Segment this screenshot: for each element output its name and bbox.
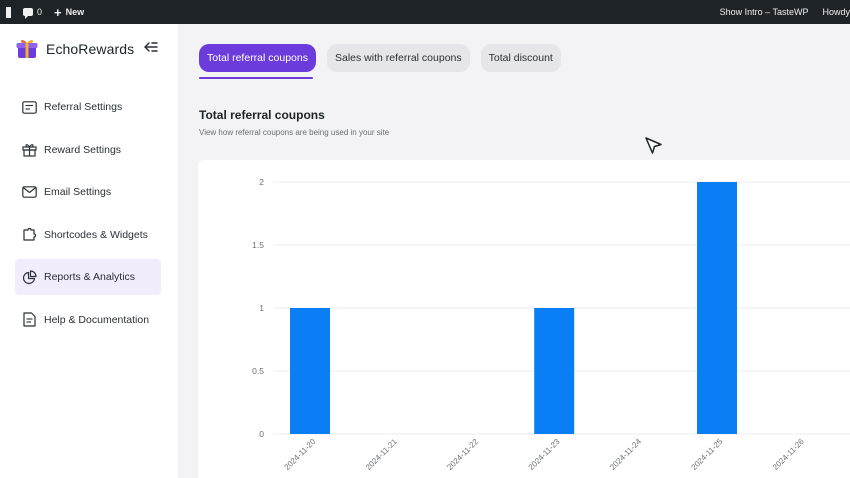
sidebar-item-email-settings[interactable]: Email Settings: [15, 174, 161, 210]
gift-icon: [22, 142, 37, 157]
show-intro-link[interactable]: Show Intro – TasteWP: [714, 0, 817, 24]
tab-sales-with-referral-coupons[interactable]: Sales with referral coupons: [326, 44, 470, 72]
x-tick-label: 2024-11-24: [608, 437, 643, 472]
comment-icon: [23, 8, 33, 19]
sidebar-item-label: Help & Documentation: [44, 313, 150, 326]
active-tab-indicator: [199, 77, 313, 79]
chart-bar[interactable]: [697, 182, 737, 434]
echorewards-logo-icon: [16, 39, 38, 58]
sidebar-item-label: Shortcodes & Widgets: [44, 228, 148, 241]
sidebar-item-referral-settings[interactable]: Referral Settings: [15, 89, 161, 125]
sidebar-item-label: Reward Settings: [44, 143, 122, 156]
show-intro-label: Show Intro – TasteWP: [719, 7, 809, 17]
referral-settings-icon: [22, 100, 37, 115]
brand-name: EchoRewards: [46, 41, 135, 57]
comments-link[interactable]: 0: [17, 0, 48, 24]
x-tick-label: 2024-11-25: [690, 437, 725, 472]
y-tick-label: 2: [259, 177, 264, 187]
sidebar-item-reward-settings[interactable]: Reward Settings: [15, 132, 161, 168]
x-tick-label: 2024-11-22: [445, 437, 480, 472]
comments-count: 0: [37, 7, 43, 17]
chart-card: 0 0.5 1 1.5 2 2024-11-20 2024-11-21 2024-11-22 2…: [198, 160, 850, 478]
sidebar-nav: Referral Settings Reward Settings Email …: [15, 89, 161, 345]
plugin-sidebar: EchoRewards Referral Settings Reward Set…: [0, 24, 178, 478]
main-content: Total referral coupons Sales with referr…: [178, 24, 850, 478]
referral-coupons-bar-chart: 0 0.5 1 1.5 2 2024-11-20 2024-11-21 2024-11-22 2…: [252, 177, 850, 472]
sidebar-item-label: Email Settings: [44, 186, 112, 199]
tab-total-referral-coupons[interactable]: Total referral coupons: [199, 44, 316, 72]
report-tabs: Total referral coupons Sales with referr…: [199, 44, 561, 72]
pie-chart-icon: [22, 270, 37, 285]
puzzle-icon: [22, 227, 37, 242]
sidebar-item-label: Referral Settings: [44, 101, 123, 113]
section-subtitle: View how referral coupons are being used…: [199, 128, 390, 137]
x-tick-label: 2024-11-20: [283, 437, 318, 472]
section-title: Total referral coupons: [199, 108, 325, 122]
chart-bar[interactable]: [290, 308, 330, 434]
collapse-sidebar-icon[interactable]: [144, 41, 158, 53]
wp-admin-bar: 0 + New Show Intro – TasteWP Howdy: [0, 0, 850, 24]
sidebar-item-reports-analytics[interactable]: Reports & Analytics: [15, 259, 161, 296]
wp-logo-icon: [6, 6, 11, 18]
x-tick-label: 2024-11-21: [364, 437, 399, 472]
x-tick-label: 2024-11-26: [771, 437, 806, 472]
y-tick-label: 1.5: [252, 240, 264, 250]
howdy-label: Howdy: [822, 7, 850, 17]
tab-total-discount[interactable]: Total discount: [480, 44, 561, 72]
sidebar-item-shortcodes-widgets[interactable]: Shortcodes & Widgets: [15, 217, 161, 253]
mouse-cursor-icon: [645, 137, 662, 154]
envelope-icon: [22, 185, 37, 200]
plus-icon: +: [54, 4, 62, 20]
wp-menu-toggle[interactable]: [0, 0, 17, 24]
howdy-link[interactable]: Howdy: [816, 0, 850, 24]
document-icon: [22, 312, 37, 328]
y-tick-label: 0: [259, 429, 264, 439]
y-tick-label: 1: [259, 303, 264, 313]
brand: EchoRewards: [15, 37, 134, 61]
chart-bar[interactable]: [534, 308, 575, 434]
x-tick-label: 2024-11-23: [527, 437, 562, 472]
sidebar-item-label: Reports & Analytics: [44, 271, 136, 284]
new-label: New: [65, 7, 85, 17]
y-tick-label: 0.5: [252, 366, 264, 376]
new-content-link[interactable]: + New: [48, 0, 90, 24]
sidebar-item-help-documentation[interactable]: Help & Documentation: [15, 302, 161, 338]
